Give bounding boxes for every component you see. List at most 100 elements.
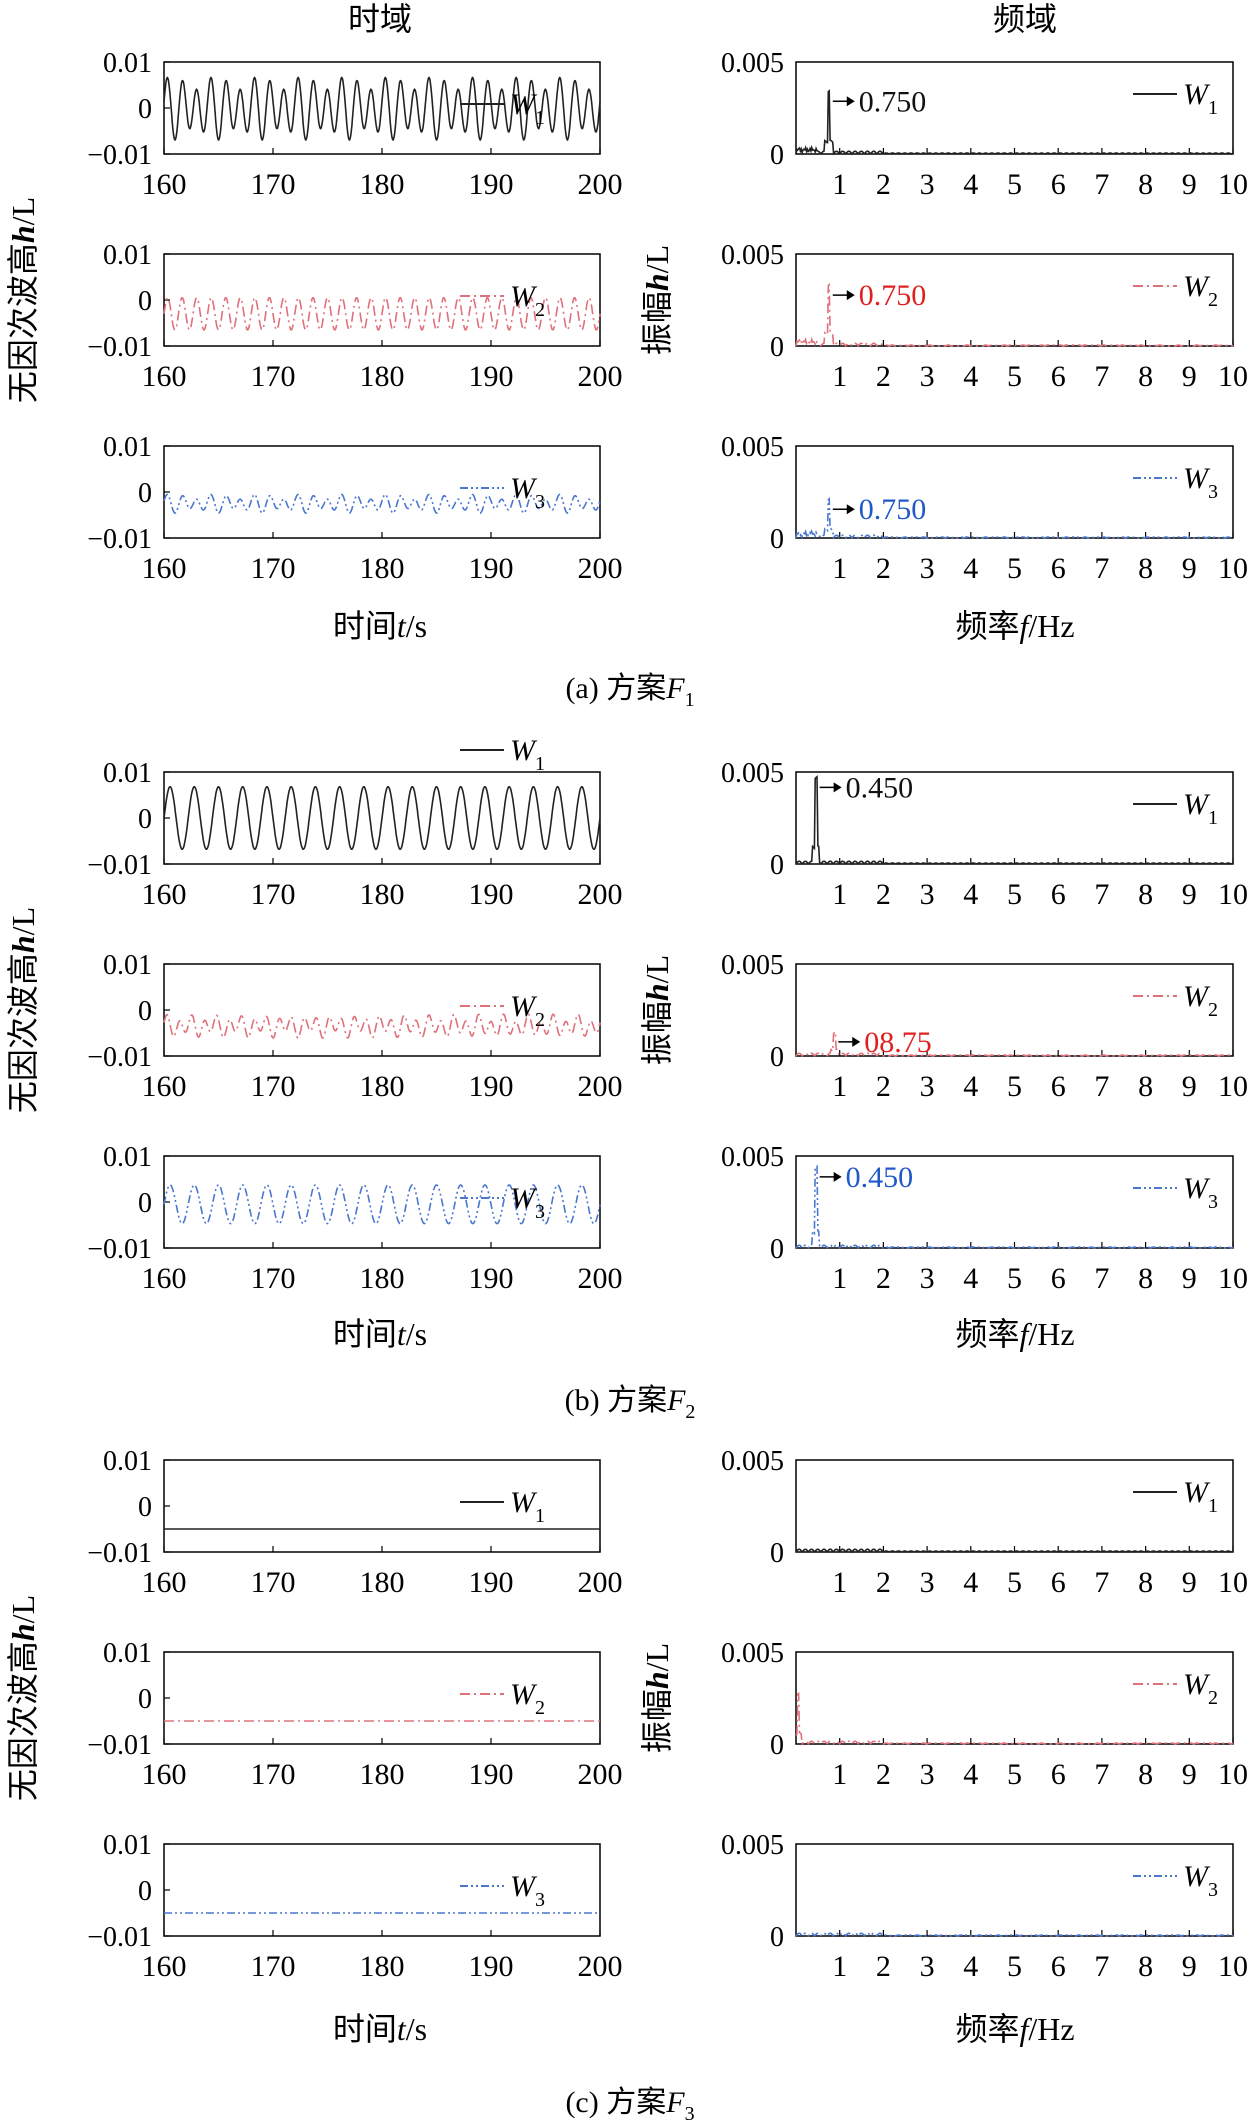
y-tick-label: −0.01 <box>87 1730 152 1761</box>
x-tick-label: 170 <box>251 1758 296 1791</box>
y-tick-label: 0 <box>138 94 152 125</box>
freq-plot-c-W3: 0.005 0 1 2 3 4 5 6 7 8 9 10 W3 <box>721 1830 1248 1983</box>
x-tick-label: 4 <box>963 360 978 393</box>
legend-label: W3 <box>510 1182 545 1223</box>
x-tick-label: 200 <box>578 1758 623 1791</box>
y-tick-label: −0.01 <box>87 140 152 171</box>
y-tick-label: 0.01 <box>103 1830 152 1861</box>
peak-annotation: 0.450 <box>846 771 914 804</box>
x-tick-label: 1 <box>832 1566 847 1599</box>
y-tick-label: 0 <box>770 332 784 363</box>
x-tick-label: 10 <box>1218 360 1248 393</box>
x-tick-label: 2 <box>876 1262 891 1295</box>
x-tick-label: 4 <box>963 878 978 911</box>
x-tick-label: 10 <box>1218 1758 1248 1791</box>
y-tick-label: −0.01 <box>87 1042 152 1073</box>
legend-label: W2 <box>510 990 545 1031</box>
series-line-W3 <box>163 1184 601 1225</box>
x-tick-label: 10 <box>1218 1950 1248 1983</box>
spectrum-line-W2 <box>795 282 1234 348</box>
x-tick-label: 3 <box>920 168 935 201</box>
plot-frame <box>795 963 1234 1057</box>
peak-annotation: 0.750 <box>859 85 927 118</box>
x-tick-label: 200 <box>578 1070 623 1103</box>
legend-label: W2 <box>1183 270 1218 311</box>
x-tick-label: 2 <box>876 552 891 585</box>
x-tick-label: 7 <box>1094 1070 1109 1103</box>
y-tick-label: 0 <box>138 1188 152 1219</box>
series-line-W1 <box>163 76 601 141</box>
x-tick-label: 10 <box>1218 1566 1248 1599</box>
y-tick-label: 0 <box>138 1684 152 1715</box>
plot-frame <box>795 1459 1234 1553</box>
x-axis-label: 时间t/s <box>333 1316 427 1352</box>
series-line-W1 <box>163 786 601 850</box>
x-tick-label: 160 <box>142 1758 187 1791</box>
legend-label: W3 <box>1183 1860 1218 1901</box>
x-tick-label: 9 <box>1182 1758 1197 1791</box>
x-tick-label: 1 <box>832 552 847 585</box>
spectrum-line-W2 <box>795 1029 1234 1058</box>
spectrum-line-W1 <box>795 775 1234 866</box>
x-tick-label: 6 <box>1051 168 1066 201</box>
spectrum-line-W3 <box>795 1164 1234 1250</box>
legend-label: W1 <box>1183 78 1218 119</box>
legend-label: W1 <box>510 1486 545 1527</box>
x-tick-label: 6 <box>1051 360 1066 393</box>
y-tick-label: 0 <box>138 1876 152 1907</box>
x-tick-label: 200 <box>578 1566 623 1599</box>
y-axis-label: 振幅h/L <box>639 1643 675 1753</box>
x-tick-label: 9 <box>1182 1262 1197 1295</box>
y-tick-label: 0.005 <box>721 240 784 271</box>
x-tick-label: 9 <box>1182 360 1197 393</box>
freq-plot-c-W1: 0.005 0 1 2 3 4 5 6 7 8 9 10 W1 <box>721 1446 1248 1599</box>
x-tick-label: 170 <box>251 552 296 585</box>
x-tick-label: 170 <box>251 1262 296 1295</box>
x-tick-label: 9 <box>1182 168 1197 201</box>
x-tick-label: 200 <box>578 878 623 911</box>
spectrum-line-W2 <box>795 1692 1234 1746</box>
spectrum-line-W3 <box>795 1932 1234 1938</box>
y-tick-label: 0 <box>138 996 152 1027</box>
legend-label: W2 <box>1183 1668 1218 1709</box>
x-tick-label: 3 <box>920 1262 935 1295</box>
y-tick-label: 0 <box>770 1922 784 1953</box>
y-tick-label: −0.01 <box>87 332 152 363</box>
x-tick-label: 160 <box>142 552 187 585</box>
y-axis-label: 振幅h/L <box>639 955 675 1065</box>
header-frequency-domain: 频域 <box>993 1 1057 37</box>
x-tick-label: 180 <box>360 1262 405 1295</box>
x-tick-label: 8 <box>1138 1070 1153 1103</box>
x-tick-label: 5 <box>1007 1070 1022 1103</box>
y-tick-label: 0 <box>770 1538 784 1569</box>
y-tick-label: 0 <box>138 286 152 317</box>
svg-text:振幅h/L: 振幅h/L <box>639 955 675 1065</box>
y-tick-label: 0 <box>770 1042 784 1073</box>
x-tick-label: 8 <box>1138 1950 1153 1983</box>
x-tick-label: 4 <box>963 168 978 201</box>
x-tick-label: 170 <box>251 1950 296 1983</box>
x-tick-label: 4 <box>963 1950 978 1983</box>
x-tick-label: 9 <box>1182 878 1197 911</box>
x-tick-label: 170 <box>251 360 296 393</box>
spectrum-line-W1 <box>795 1548 1234 1554</box>
x-tick-label: 7 <box>1094 168 1109 201</box>
svg-text:振幅h/L: 振幅h/L <box>639 1643 675 1753</box>
legend-label: W3 <box>510 1870 545 1911</box>
x-tick-label: 160 <box>142 1262 187 1295</box>
svg-text:无因次波高h/L: 无因次波高h/L <box>5 1595 41 1801</box>
legend-label: W2 <box>1183 980 1218 1021</box>
x-tick-label: 9 <box>1182 1566 1197 1599</box>
x-tick-label: 190 <box>469 1758 514 1791</box>
x-tick-label: 180 <box>360 1758 405 1791</box>
y-tick-label: 0.01 <box>103 48 152 79</box>
series-line-W3 <box>163 493 601 514</box>
y-tick-label: 0.01 <box>103 1142 152 1173</box>
y-tick-label: 0.005 <box>721 758 784 789</box>
x-tick-label: 200 <box>578 168 623 201</box>
